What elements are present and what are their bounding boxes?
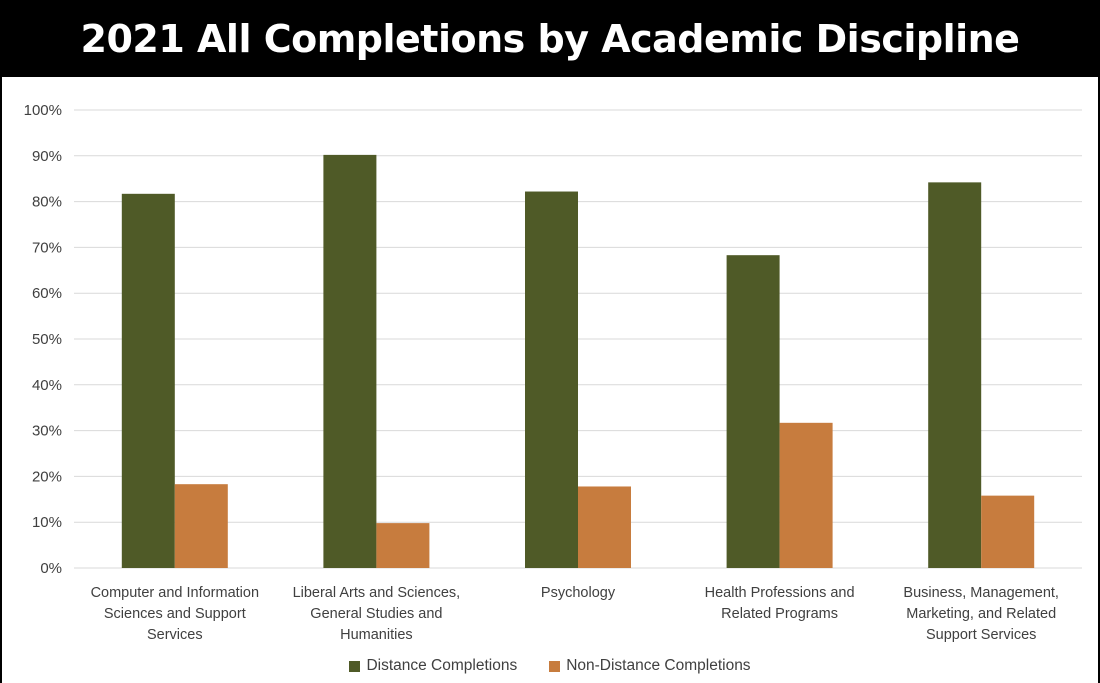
y-tick-label: 100% — [24, 102, 62, 119]
x-axis-category-labels: Computer and Information Sciences and Sup… — [91, 585, 1059, 643]
x-category-label: Computer and Information Sciences and Sup… — [91, 585, 259, 643]
bar-distance — [323, 154, 377, 568]
bar-distance — [726, 255, 780, 568]
y-tick-label: 40% — [32, 377, 62, 394]
legend-label-distance: Distance Completions — [366, 657, 518, 674]
bar-distance — [525, 191, 578, 569]
bar-non-distance — [981, 495, 1035, 568]
legend-swatch-non-distance — [549, 660, 561, 672]
x-category-label: Liberal Arts and Sciences, General Studie… — [293, 585, 461, 643]
y-tick-label: 50% — [32, 331, 62, 348]
y-tick-label: 10% — [32, 514, 62, 531]
bar-distance — [121, 193, 175, 568]
bars — [121, 154, 1035, 569]
y-axis-tick-labels: 0% 10% 20% 30% 40% 50% 60% 70% 80% 90% 100% — [24, 102, 62, 577]
legend-item-distance: Distance Completions — [349, 657, 517, 675]
legend-item-non-distance: Non-Distance Completions — [549, 657, 751, 675]
y-tick-label: 60% — [32, 285, 62, 302]
x-category-label: Business, Management, Marketing, and Rela… — [903, 585, 1059, 643]
bar-non-distance — [578, 486, 631, 568]
y-tick-label: 0% — [40, 560, 62, 577]
y-tick-label: 30% — [32, 423, 62, 440]
legend: Distance Completions Non-Distance Comple… — [0, 654, 1100, 678]
legend-label-non-distance: Non-Distance Completions — [566, 657, 751, 674]
title-bar: 2021 All Completions by Academic Discipl… — [0, 0, 1100, 77]
x-category-label: Psychology — [541, 585, 616, 601]
x-category-label: Health Professions and Related Programs — [705, 585, 855, 622]
y-tick-label: 70% — [32, 239, 62, 256]
bar-non-distance — [376, 523, 430, 568]
bar-non-distance — [174, 484, 228, 568]
y-tick-label: 20% — [32, 468, 62, 485]
y-tick-label: 80% — [32, 194, 62, 211]
y-tick-label: 90% — [32, 148, 62, 165]
chart-title: 2021 All Completions by Academic Discipl… — [80, 16, 1020, 61]
legend-swatch-distance — [349, 660, 361, 672]
bar-non-distance — [779, 422, 833, 568]
bar-distance — [928, 182, 982, 568]
